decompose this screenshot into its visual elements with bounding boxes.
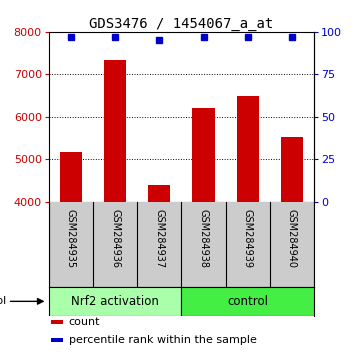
Bar <box>192 108 214 202</box>
Text: GSM284938: GSM284938 <box>199 209 209 268</box>
Bar <box>182 287 314 316</box>
Text: percentile rank within the sample: percentile rank within the sample <box>69 335 257 345</box>
Title: GDS3476 / 1454067_a_at: GDS3476 / 1454067_a_at <box>89 17 274 31</box>
Text: Nrf2 activation: Nrf2 activation <box>71 295 159 308</box>
Text: GSM284940: GSM284940 <box>287 209 297 268</box>
Bar <box>51 320 63 324</box>
Bar <box>281 137 303 202</box>
Bar <box>104 60 126 202</box>
Bar <box>148 185 170 202</box>
Text: count: count <box>69 317 100 327</box>
Text: control: control <box>227 295 268 308</box>
Text: GSM284939: GSM284939 <box>243 209 253 268</box>
Bar <box>49 287 182 316</box>
Text: protocol: protocol <box>0 296 6 306</box>
Text: GSM284937: GSM284937 <box>154 209 164 268</box>
Bar <box>60 152 82 202</box>
Bar <box>237 96 259 202</box>
Bar <box>51 338 63 342</box>
Text: GSM284935: GSM284935 <box>66 209 76 268</box>
Text: GSM284936: GSM284936 <box>110 209 120 268</box>
